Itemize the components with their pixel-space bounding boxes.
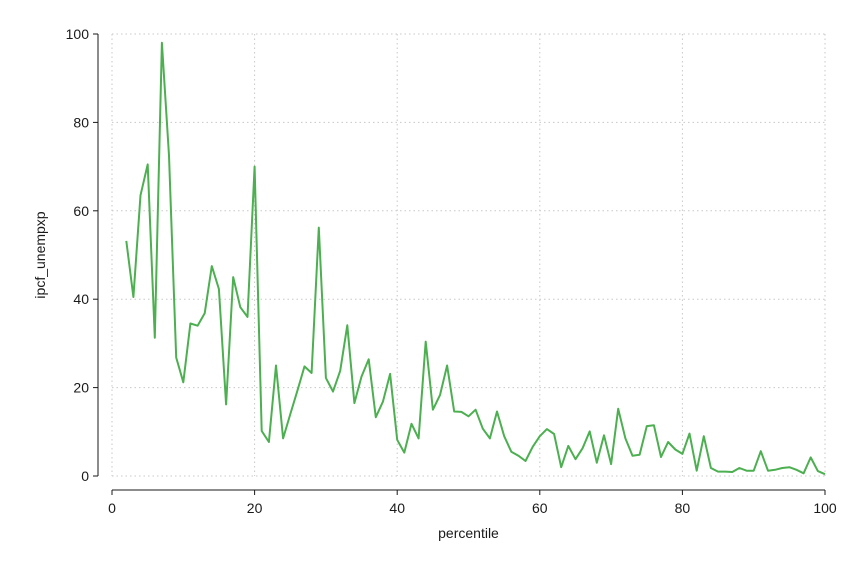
x-tick-label: 100 xyxy=(813,500,837,516)
x-tick-label: 0 xyxy=(108,500,116,516)
y-tick-label: 100 xyxy=(66,26,90,42)
y-tick-label: 20 xyxy=(73,380,89,396)
y-tick-label: 0 xyxy=(81,468,89,484)
x-tick-label: 80 xyxy=(675,500,691,516)
y-tick-label: 60 xyxy=(73,203,89,219)
tick-labels: 0 20 40 60 80 100 0 20 40 60 80 100 xyxy=(66,26,837,516)
x-tick-label: 20 xyxy=(247,500,263,516)
axes xyxy=(93,33,826,495)
y-axis-title: ipcf_unempxp xyxy=(32,211,48,298)
series-group xyxy=(125,41,826,476)
x-tick-label: 40 xyxy=(389,500,405,516)
series-line xyxy=(125,41,826,476)
grid-lines xyxy=(111,33,826,477)
x-axis-title: percentile xyxy=(438,525,499,541)
x-tick-label: 60 xyxy=(532,500,548,516)
y-tick-label: 40 xyxy=(73,291,89,307)
y-tick-label: 80 xyxy=(73,114,89,130)
